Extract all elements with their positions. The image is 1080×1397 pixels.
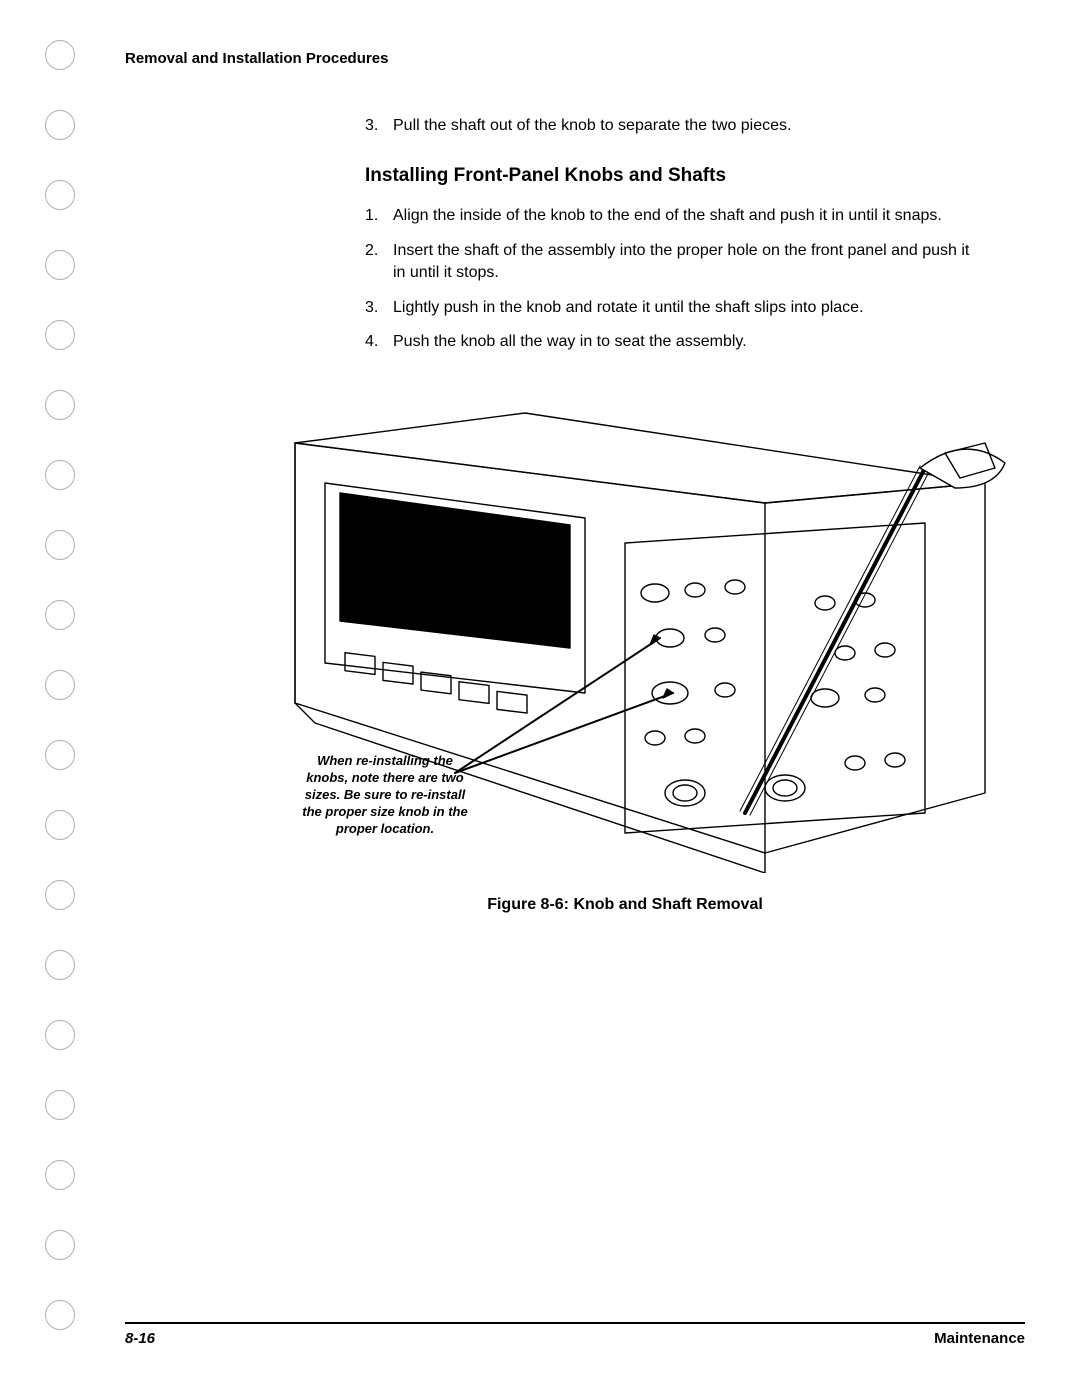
binding-hole xyxy=(45,180,75,210)
step-item: 2. Insert the shaft of the assembly into… xyxy=(365,240,985,285)
page-body: Removal and Installation Procedures 3. P… xyxy=(125,50,1045,914)
callout-line: knobs, note there are two xyxy=(306,770,463,785)
footer-section: Maintenance xyxy=(934,1330,1025,1347)
callout-line: sizes. Be sure to re-install xyxy=(305,787,465,802)
body-column: 3. Pull the shaft out of the knob to sep… xyxy=(365,115,985,353)
figure-illustration: When re-installing the knobs, note there… xyxy=(225,393,1025,873)
step-item: 3. Pull the shaft out of the knob to sep… xyxy=(365,115,985,137)
step-number: 4. xyxy=(365,331,393,353)
figure-callout: When re-installing the knobs, note there… xyxy=(280,753,490,837)
binding-hole xyxy=(45,390,75,420)
binding-hole xyxy=(45,670,75,700)
binding-hole xyxy=(45,810,75,840)
step-number: 3. xyxy=(365,297,393,319)
callout-line: When re-installing the xyxy=(317,753,453,768)
footer-page-number: 8-16 xyxy=(125,1330,155,1347)
binding-hole xyxy=(45,1020,75,1050)
binding-hole xyxy=(45,950,75,980)
step-number: 3. xyxy=(365,115,393,137)
page-footer: 8-16 Maintenance xyxy=(125,1322,1025,1347)
step-item: 1. Align the inside of the knob to the e… xyxy=(365,205,985,227)
step-text: Pull the shaft out of the knob to separa… xyxy=(393,115,985,137)
binding-hole xyxy=(45,110,75,140)
binding-hole xyxy=(45,1300,75,1330)
binding-hole xyxy=(45,740,75,770)
step-number: 1. xyxy=(365,205,393,227)
callout-line: the proper size knob in the xyxy=(302,804,467,819)
binding-hole xyxy=(45,600,75,630)
binding-hole xyxy=(45,1160,75,1190)
step-text: Align the inside of the knob to the end … xyxy=(393,205,985,227)
binding-hole xyxy=(45,460,75,490)
step-item: 4. Push the knob all the way in to seat … xyxy=(365,331,985,353)
binding-hole xyxy=(45,40,75,70)
binding-hole xyxy=(45,530,75,560)
step-item: 3. Lightly push in the knob and rotate i… xyxy=(365,297,985,319)
binding-hole xyxy=(45,1090,75,1120)
binding-hole xyxy=(45,1230,75,1260)
callout-line: proper location. xyxy=(336,821,434,836)
step-text: Insert the shaft of the assembly into th… xyxy=(393,240,985,285)
binding-hole xyxy=(45,880,75,910)
step-text: Lightly push in the knob and rotate it u… xyxy=(393,297,985,319)
binding-hole xyxy=(45,320,75,350)
step-text: Push the knob all the way in to seat the… xyxy=(393,331,985,353)
figure-caption: Figure 8-6: Knob and Shaft Removal xyxy=(225,896,1025,914)
section-heading: Installing Front-Panel Knobs and Shafts xyxy=(365,165,985,187)
page-header: Removal and Installation Procedures xyxy=(125,50,1045,67)
step-number: 2. xyxy=(365,240,393,285)
figure: When re-installing the knobs, note there… xyxy=(225,393,1025,878)
binding-holes xyxy=(45,40,75,1330)
binding-hole xyxy=(45,250,75,280)
